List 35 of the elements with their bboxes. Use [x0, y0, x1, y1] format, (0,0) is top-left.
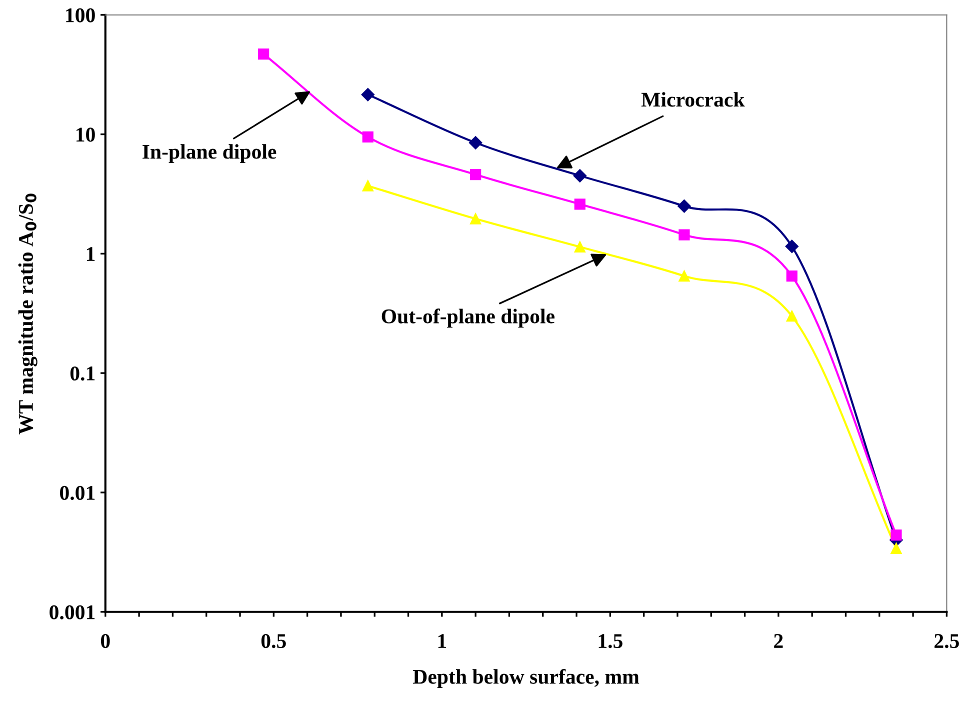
- point: [574, 198, 586, 210]
- point: [362, 131, 374, 142]
- point: [890, 529, 902, 541]
- point: [258, 48, 270, 60]
- x-tick-label: 2: [774, 634, 783, 648]
- annotation: Out-of-plane dipole: [382, 308, 554, 328]
- point: [470, 168, 482, 180]
- x-tick-label: 0.5: [261, 634, 286, 648]
- y-tick-label: 1: [86, 247, 95, 261]
- point: [468, 136, 482, 150]
- point: [786, 310, 798, 322]
- y-tick-label: 0.001: [50, 605, 95, 620]
- x-tick-label: 1: [438, 634, 446, 648]
- point: [890, 542, 902, 554]
- y-axis-title: WT magnitude ratio A$_{0}$/S$_{0}$: [18, 194, 38, 434]
- point: [785, 240, 798, 254]
- point: [574, 241, 586, 252]
- point: [678, 200, 691, 213]
- point: [361, 88, 374, 102]
- x-tick-label: 2.5: [934, 634, 959, 648]
- point: [362, 180, 374, 192]
- point: [573, 169, 586, 182]
- x-axis-title: Depth below surface, mm: [413, 668, 640, 688]
- point: [786, 270, 798, 282]
- y-tick-label: 0.1: [70, 366, 95, 381]
- point: [470, 213, 482, 224]
- annotation: In-plane dipole: [142, 144, 276, 164]
- point: [678, 270, 690, 282]
- annotation: Microcrack: [641, 92, 745, 107]
- y-tick-label: 0.01: [60, 486, 95, 500]
- x-tick-label: 0: [100, 634, 110, 648]
- point: [678, 229, 690, 240]
- x-tick-label: 1.5: [598, 634, 622, 648]
- y-tick-label: 10: [76, 128, 95, 142]
- y-tick-label: 100: [66, 8, 95, 22]
